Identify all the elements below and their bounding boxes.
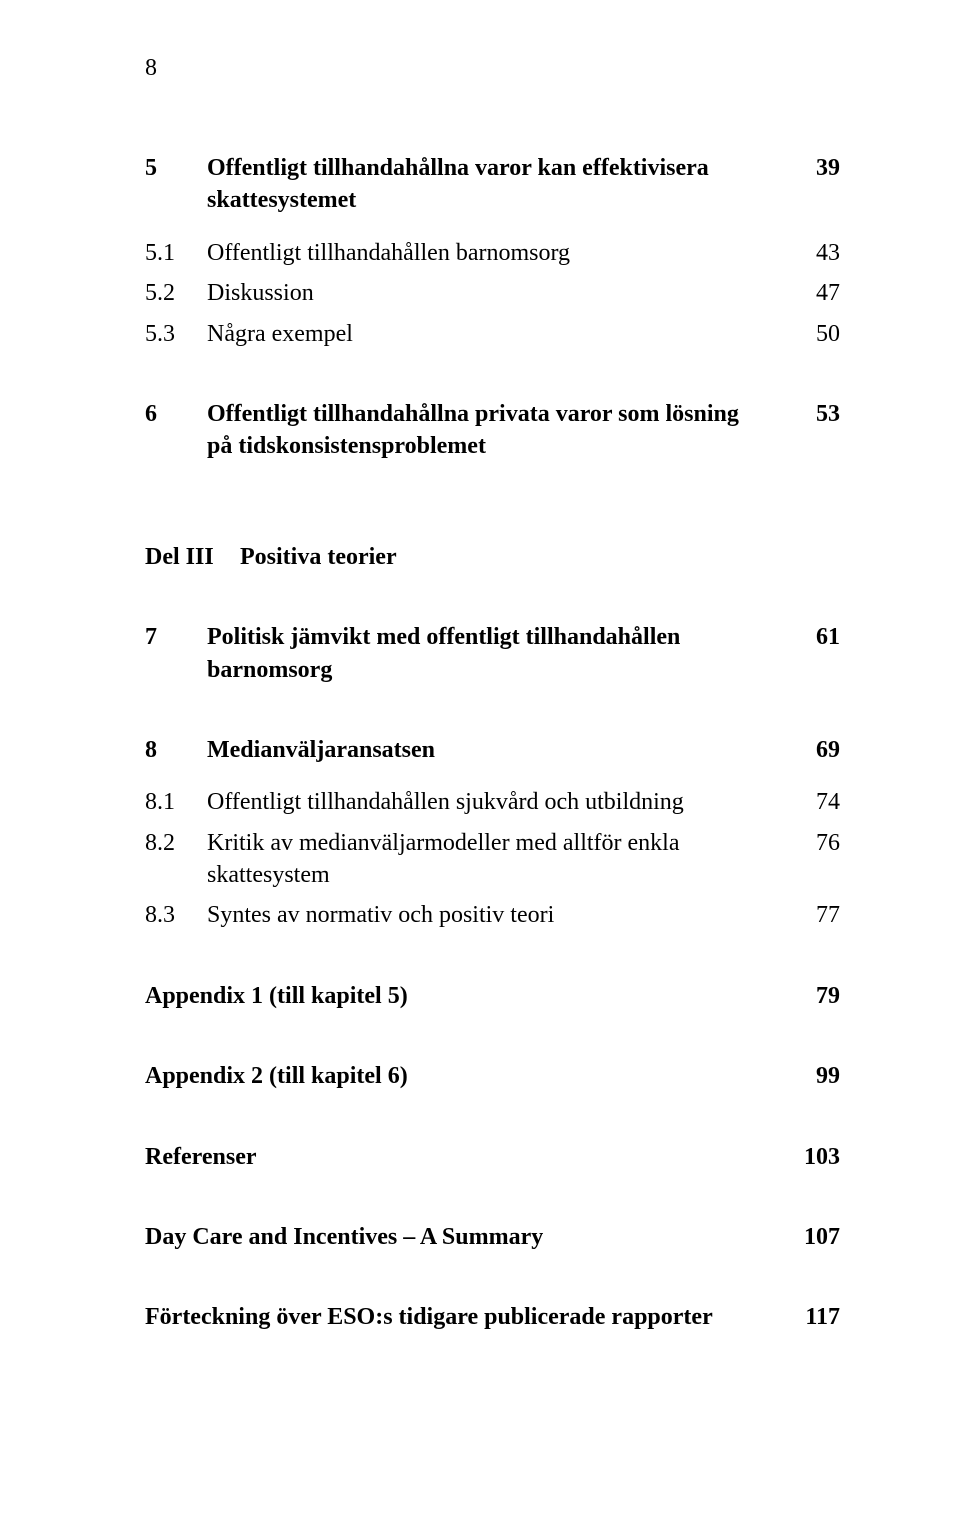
toc-title: Appendix 2 (till kapitel 6) (145, 1060, 780, 1092)
toc-row: 8.3Syntes av normativ och positiv teori7… (145, 899, 840, 931)
toc-page-number: 99 (780, 1060, 840, 1092)
toc-row: 8Medianväljaransatsen69 (145, 734, 840, 766)
toc-row: 5.3Några exempel50 (145, 318, 840, 350)
toc-row: 5.1Offentligt tillhandahållen barnomsorg… (145, 237, 840, 269)
toc-page-number: 69 (780, 734, 840, 766)
toc-title: Positiva teorier (240, 541, 780, 573)
toc-title: Kritik av medianväljarmodeller med alltf… (207, 827, 780, 892)
toc-title: Offentligt tillhandahållen sjukvård och … (207, 786, 780, 818)
toc-title: Förteckning över ESO:s tidigare publicer… (145, 1301, 780, 1333)
toc-title: Offentligt tillhandahållen barnomsorg (207, 237, 780, 269)
toc-row: Appendix 1 (till kapitel 5)79 (145, 980, 840, 1012)
toc-page-number: 47 (780, 277, 840, 309)
toc-title: Några exempel (207, 318, 780, 350)
toc-page-number: 53 (780, 398, 840, 430)
toc-page-number: 39 (780, 152, 840, 184)
toc-number: Del III (145, 541, 240, 573)
toc-page-number: 117 (780, 1301, 840, 1333)
toc-page-number: 43 (780, 237, 840, 269)
toc-row: Day Care and Incentives – A Summary107 (145, 1221, 840, 1253)
toc-number: 8.1 (145, 786, 207, 818)
toc-row: 5.2Diskussion47 (145, 277, 840, 309)
toc-page-number: 76 (780, 827, 840, 859)
toc-title: Medianväljaransatsen (207, 734, 780, 766)
toc-title: Offentligt tillhandahållna privata varor… (207, 398, 780, 463)
toc-page-number: 74 (780, 786, 840, 818)
spacer (145, 694, 840, 734)
toc-row: Referenser103 (145, 1141, 840, 1173)
page-number: 8 (145, 55, 840, 82)
toc-number: 6 (145, 398, 207, 430)
spacer (145, 1261, 840, 1301)
spacer (145, 225, 840, 237)
spacer (145, 1101, 840, 1141)
toc-row: 7Politisk jämvikt med offentligt tillhan… (145, 621, 840, 686)
spacer (145, 581, 840, 621)
toc-title: Diskussion (207, 277, 780, 309)
toc-row: 6Offentligt tillhandahållna privata varo… (145, 398, 840, 463)
spacer (145, 774, 840, 786)
toc-row: 8.1Offentligt tillhandahållen sjukvård o… (145, 786, 840, 818)
spacer (145, 1181, 840, 1221)
toc-number: 8.3 (145, 899, 207, 931)
toc-number: 5 (145, 152, 207, 184)
toc-number: 8.2 (145, 827, 207, 859)
toc-page-number: 77 (780, 899, 840, 931)
toc-title: Politisk jämvikt med offentligt tillhand… (207, 621, 780, 686)
toc-page-number: 79 (780, 980, 840, 1012)
toc-row: Förteckning över ESO:s tidigare publicer… (145, 1301, 840, 1333)
toc-number: 5.2 (145, 277, 207, 309)
toc-number: 7 (145, 621, 207, 653)
toc-title: Appendix 1 (till kapitel 5) (145, 980, 780, 1012)
toc-number: 8 (145, 734, 207, 766)
toc-row: 5Offentligt tillhandahållna varor kan ef… (145, 152, 840, 217)
toc-row: Appendix 2 (till kapitel 6)99 (145, 1060, 840, 1092)
toc-title: Day Care and Incentives – A Summary (145, 1221, 780, 1253)
toc-page-number: 61 (780, 621, 840, 653)
toc-number: 5.1 (145, 237, 207, 269)
toc-number: 5.3 (145, 318, 207, 350)
toc-title: Offentligt tillhandahållna varor kan eff… (207, 152, 780, 217)
spacer (145, 940, 840, 980)
toc-title: Referenser (145, 1141, 780, 1173)
spacer (145, 358, 840, 398)
spacer (145, 471, 840, 541)
toc-page-number: 50 (780, 318, 840, 350)
toc-row: 8.2Kritik av medianväljarmodeller med al… (145, 827, 840, 892)
spacer (145, 1020, 840, 1060)
toc-page-number: 107 (780, 1221, 840, 1253)
toc-page: 8 5Offentligt tillhandahållna varor kan … (0, 0, 960, 1538)
toc-list: 5Offentligt tillhandahållna varor kan ef… (145, 152, 840, 1334)
toc-row: Del IIIPositiva teorier (145, 541, 840, 573)
toc-title: Syntes av normativ och positiv teori (207, 899, 780, 931)
toc-page-number: 103 (780, 1141, 840, 1173)
